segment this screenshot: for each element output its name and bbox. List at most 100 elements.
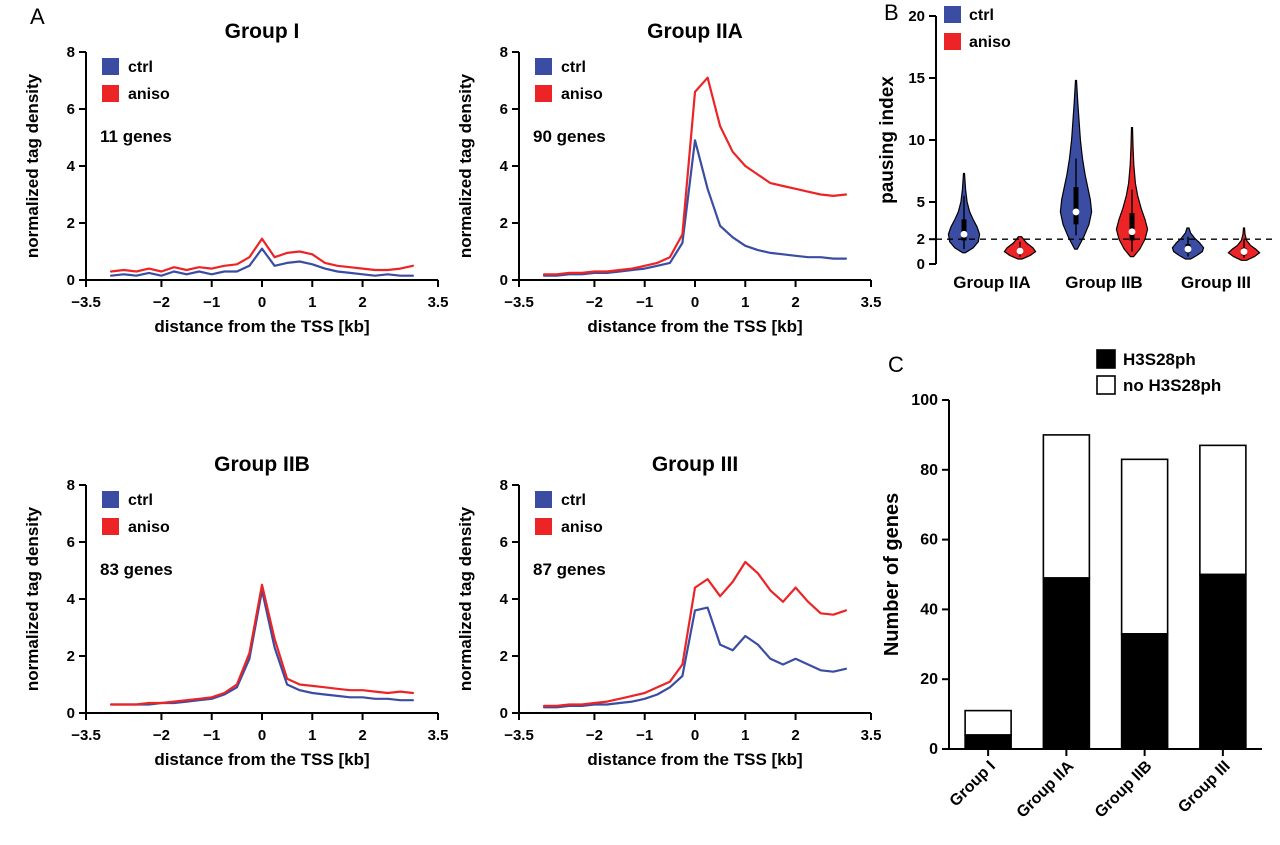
legend-label-ctrl: ctrl — [561, 59, 586, 76]
bar-segment-no-h3s28ph — [1199, 444, 1247, 576]
x-category-label: Group IIA — [1014, 757, 1078, 821]
panel-c-label: C — [888, 352, 904, 377]
y-tick-label: 8 — [500, 44, 508, 61]
y-axis-label: normalized tag density — [23, 506, 42, 691]
y-tick-label: 15 — [908, 70, 925, 87]
legend-label-aniso: aniso — [969, 34, 1011, 51]
x-tick-label: 0 — [691, 727, 699, 744]
series-line-aniso — [542, 560, 847, 707]
y-tick-label: 2 — [500, 648, 508, 665]
y-tick-label: 6 — [67, 101, 75, 118]
median-dot — [1240, 248, 1248, 256]
bar-segment-no-h3s28ph — [964, 709, 1012, 736]
y-tick-label: 8 — [67, 477, 75, 494]
x-tick-label: −3.5 — [71, 294, 101, 311]
x-category-label: Group IIB — [1092, 758, 1156, 822]
panel-a-label: A — [30, 4, 45, 29]
x-tick-label: −3.5 — [504, 294, 534, 311]
y-tick-label: 4 — [500, 591, 509, 608]
y-tick-label: 2 — [500, 215, 508, 232]
y-tick-label: 0 — [500, 272, 508, 289]
x-tick-label: −3.5 — [504, 727, 534, 744]
x-tick-label: −1 — [636, 294, 653, 311]
x-axis-label: distance from the TSS [kb] — [154, 317, 369, 336]
y-tick-label: 2 — [917, 231, 925, 248]
chart-title: Group IIA — [647, 20, 743, 43]
x-category-label: Group III — [1175, 758, 1234, 817]
x-tick-label: 1 — [741, 727, 749, 744]
x-tick-label: 3.5 — [861, 727, 882, 744]
y-axis-label: Number of genes — [883, 493, 903, 656]
y-tick-label: 20 — [908, 8, 925, 25]
gene-count-label: 90 genes — [533, 127, 606, 146]
x-tick-label: 1 — [308, 294, 316, 311]
x-tick-label: −2 — [586, 294, 603, 311]
gene-count-label: 87 genes — [533, 560, 606, 579]
group-label: Group III — [1181, 273, 1251, 292]
y-tick-label: 2 — [67, 648, 75, 665]
x-tick-label: 2 — [358, 727, 366, 744]
violin-chart-pausing-index: 0 2 5 10 15 20 pausing index Group IIA Group IIB… — [877, 2, 1278, 302]
y-tick-label: 4 — [67, 591, 76, 608]
y-tick-label: 8 — [500, 477, 508, 494]
x-tick-label: 3.5 — [861, 294, 882, 311]
bar-segment-no-h3s28ph — [1120, 458, 1169, 635]
x-tick-label: 1 — [308, 727, 316, 744]
legend-label-ctrl: ctrl — [969, 7, 994, 24]
line-chart-group-i: Group I −3.5 −2 −1 0 1 2 3.5 0 2 4 6 8 distance from … — [22, 12, 452, 342]
group-label: Group IIA — [953, 273, 1030, 292]
stacked-bar-chart-number-of-genes: 0 20 40 60 80 100 Number of genes Group I Group … — [881, 348, 1278, 845]
y-tick-label: 4 — [67, 158, 76, 175]
x-tick-label: −2 — [153, 727, 170, 744]
y-axis-label: pausing index — [878, 76, 898, 204]
x-tick-label: −1 — [636, 727, 653, 744]
bar-segment-h3s28ph — [1042, 577, 1091, 750]
x-tick-label: 1 — [741, 294, 749, 311]
chart-title: Group III — [652, 453, 738, 476]
legend-swatch-ctrl — [102, 58, 119, 75]
y-tick-label: 4 — [500, 158, 509, 175]
legend-swatch-ctrl — [944, 6, 961, 23]
y-tick-label: 0 — [929, 741, 938, 758]
y-tick-label: 6 — [500, 101, 508, 118]
y-axis-label: normalized tag density — [456, 73, 475, 258]
x-tick-label: 0 — [691, 294, 699, 311]
x-tick-label: −1 — [203, 727, 220, 744]
y-tick-label: 0 — [67, 272, 75, 289]
x-tick-label: −2 — [586, 727, 603, 744]
x-axis-label: distance from the TSS [kb] — [587, 317, 802, 336]
series-line-aniso — [109, 237, 414, 273]
y-tick-label: 5 — [917, 194, 925, 211]
chart-title: Group I — [225, 20, 300, 43]
legend-swatch-ctrl — [535, 58, 552, 75]
x-tick-label: 0 — [258, 294, 266, 311]
bar-segment-no-h3s28ph — [1042, 434, 1091, 579]
y-tick-label: 8 — [67, 44, 75, 61]
y-tick-label: 6 — [500, 534, 508, 551]
legend-swatch-no H3S28ph — [1096, 375, 1116, 395]
x-tick-label: 2 — [791, 294, 799, 311]
bar-segment-h3s28ph — [964, 734, 1012, 750]
median-dot — [1072, 208, 1080, 216]
x-tick-label: −3.5 — [71, 727, 101, 744]
x-axis-label: distance from the TSS [kb] — [587, 750, 802, 769]
legend-label-ctrl: ctrl — [561, 492, 586, 509]
chart-title: Group IIB — [214, 453, 310, 476]
y-tick-label: 0 — [500, 705, 508, 722]
x-tick-label: −2 — [153, 294, 170, 311]
legend-label-aniso: aniso — [128, 86, 170, 103]
legend-swatch-aniso — [535, 518, 552, 535]
y-tick-label: 0 — [917, 256, 925, 273]
line-chart-group-iii: Group III −3.5 −2 −1 0 1 2 3.5 0 2 4 6 8 distance fro… — [455, 445, 885, 775]
x-category-label: Group I — [947, 758, 999, 810]
gene-count-label: 83 genes — [100, 560, 173, 579]
panel-b-label: B — [884, 0, 899, 25]
series-line-ctrl — [542, 606, 847, 709]
y-tick-label: 20 — [920, 671, 938, 688]
series-line-aniso — [109, 583, 414, 706]
gene-count-label: 11 genes — [100, 127, 172, 146]
series-line-ctrl — [542, 139, 847, 277]
y-tick-label: 60 — [920, 532, 938, 549]
legend-swatch-aniso — [535, 85, 552, 102]
